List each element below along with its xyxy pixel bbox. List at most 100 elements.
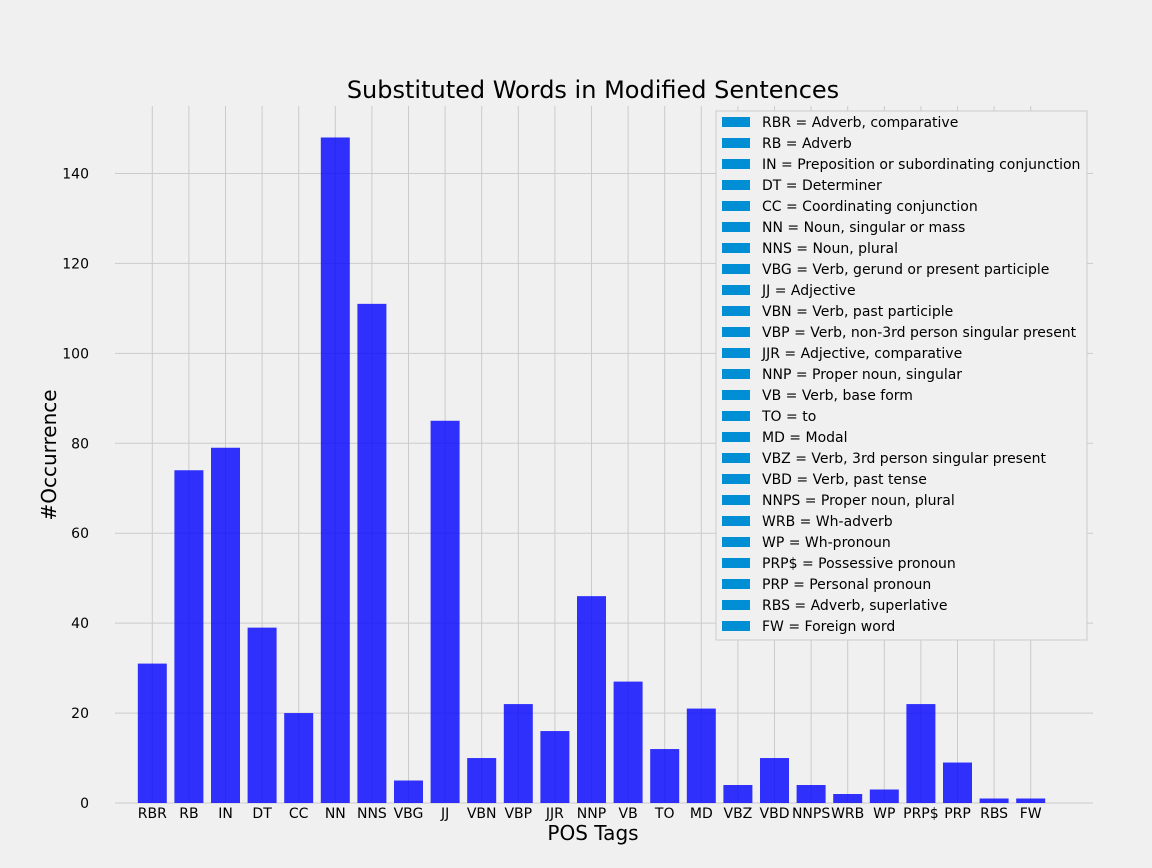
legend-item: PRP$ = Possessive pronoun <box>762 556 956 572</box>
legend-item: VBN = Verb, past participle <box>762 304 953 320</box>
legend-swatch <box>722 432 750 442</box>
x-axis-label: POS Tags <box>547 821 638 845</box>
bar-nnps <box>796 785 826 803</box>
bar-rb <box>174 470 204 803</box>
bar-dt <box>247 627 277 803</box>
x-tick-label: NNP <box>577 806 606 822</box>
legend-item: RB = Adverb <box>762 136 852 152</box>
bar-nn <box>320 137 350 803</box>
x-tick-label: IN <box>218 806 233 822</box>
legend-item: DT = Determiner <box>762 178 882 194</box>
legend-swatch <box>722 159 750 169</box>
legend-item: MD = Modal <box>762 430 848 446</box>
legend-item: NNP = Proper noun, singular <box>762 367 962 383</box>
x-tick-label: NNS <box>357 806 387 822</box>
x-tick-label: JJR <box>545 806 564 822</box>
bar-vbn <box>467 758 497 803</box>
legend-swatch <box>722 453 750 463</box>
legend-swatch <box>722 558 750 568</box>
bar-fw <box>1016 798 1046 803</box>
legend-item: CC = Coordinating conjunction <box>762 199 978 215</box>
x-tick-label: RBS <box>980 806 1008 822</box>
bar-vbz <box>723 785 753 803</box>
legend-box <box>715 110 1088 641</box>
bar-nns <box>357 303 387 803</box>
x-tick-label: TO <box>654 806 675 822</box>
legend-item: JJR = Adjective, comparative <box>761 346 962 362</box>
bar-in <box>211 447 240 803</box>
legend-item: WP = Wh-pronoun <box>762 535 891 551</box>
bar-prp <box>906 704 936 803</box>
legend-swatch <box>722 369 750 379</box>
x-tick-label: VBN <box>467 806 497 822</box>
bar-jj <box>430 420 460 803</box>
x-tick-label: NN <box>325 806 346 822</box>
legend-swatch <box>722 264 750 274</box>
legend-item: IN = Preposition or subordinating conjun… <box>762 157 1080 173</box>
bar-md <box>686 708 716 803</box>
bar-cc <box>284 713 314 803</box>
bar-vb <box>613 681 643 803</box>
bars <box>137 137 1046 803</box>
legend-item: VB = Verb, base form <box>762 388 913 404</box>
legend: RBR = Adverb, comparative RB = Adverb IN =… <box>715 110 1088 641</box>
x-tick-label: WP <box>873 806 895 822</box>
x-tick-label: VBP <box>504 806 532 822</box>
legend-swatch <box>722 474 750 484</box>
legend-item: TO = to <box>761 409 816 425</box>
x-tick-label: VBG <box>394 806 424 822</box>
x-tick-label: NNPS <box>792 806 830 822</box>
x-tick-label: PRP$ <box>903 806 939 822</box>
legend-swatch <box>722 579 750 589</box>
y-tick-label: 100 <box>62 346 89 362</box>
legend-swatch <box>722 180 750 190</box>
bar-rbs <box>979 798 1009 803</box>
legend-swatch <box>722 201 750 211</box>
legend-item: RBR = Adverb, comparative <box>762 115 958 131</box>
legend-item: NN = Noun, singular or mass <box>762 220 965 236</box>
y-tick-label: 0 <box>80 796 89 812</box>
x-tick-label: MD <box>690 806 713 822</box>
y-axis-label: #Occurrence <box>37 389 61 520</box>
y-tick-label: 80 <box>71 436 89 452</box>
y-tick-label: 40 <box>71 616 89 632</box>
bar-nnp <box>577 596 606 803</box>
y-tick-label: 60 <box>71 526 89 542</box>
bar-vbd <box>760 758 789 803</box>
x-tick-label: CC <box>289 806 309 822</box>
x-tick-label: RBR <box>138 806 167 822</box>
legend-item: JJ = Adjective <box>761 283 856 299</box>
legend-item: VBP = Verb, non-3rd person singular pres… <box>762 325 1077 341</box>
bar-to <box>650 749 680 803</box>
legend-item: VBG = Verb, gerund or present participle <box>762 262 1049 278</box>
legend-swatch <box>722 117 750 127</box>
legend-swatch <box>722 327 750 337</box>
y-tick-label: 20 <box>71 706 89 722</box>
x-tick-label: VB <box>619 806 638 822</box>
x-tick-label: FW <box>1020 806 1042 822</box>
legend-item: PRP = Personal pronoun <box>762 577 931 593</box>
legend-item: WRB = Wh-adverb <box>762 514 893 530</box>
legend-item: NNPS = Proper noun, plural <box>762 493 955 509</box>
legend-swatch <box>722 411 750 421</box>
legend-swatch <box>722 285 750 295</box>
x-tick-label: RB <box>179 806 198 822</box>
legend-item: VBZ = Verb, 3rd person singular present <box>762 451 1046 467</box>
x-tick-label: PRP <box>944 806 971 822</box>
legend-item: RBS = Adverb, superlative <box>762 598 947 614</box>
legend-item: NNS = Noun, plural <box>762 241 898 257</box>
bar-jjr <box>540 731 570 803</box>
legend-swatch <box>722 348 750 358</box>
y-tick-label: 120 <box>62 256 89 272</box>
bar-vbg <box>394 780 423 803</box>
bar-rbr <box>137 663 167 803</box>
legend-item: FW = Foreign word <box>762 619 895 635</box>
x-tick-label: VBZ <box>724 806 753 822</box>
legend-swatch <box>722 495 750 505</box>
legend-swatch <box>722 537 750 547</box>
bar-prp <box>943 762 972 803</box>
x-axis-ticks: RBR RB IN DT CC NN NNS VBG JJ VBN VBP JJR NNP VB TO MD V… <box>138 806 1042 822</box>
legend-swatch <box>722 138 750 148</box>
